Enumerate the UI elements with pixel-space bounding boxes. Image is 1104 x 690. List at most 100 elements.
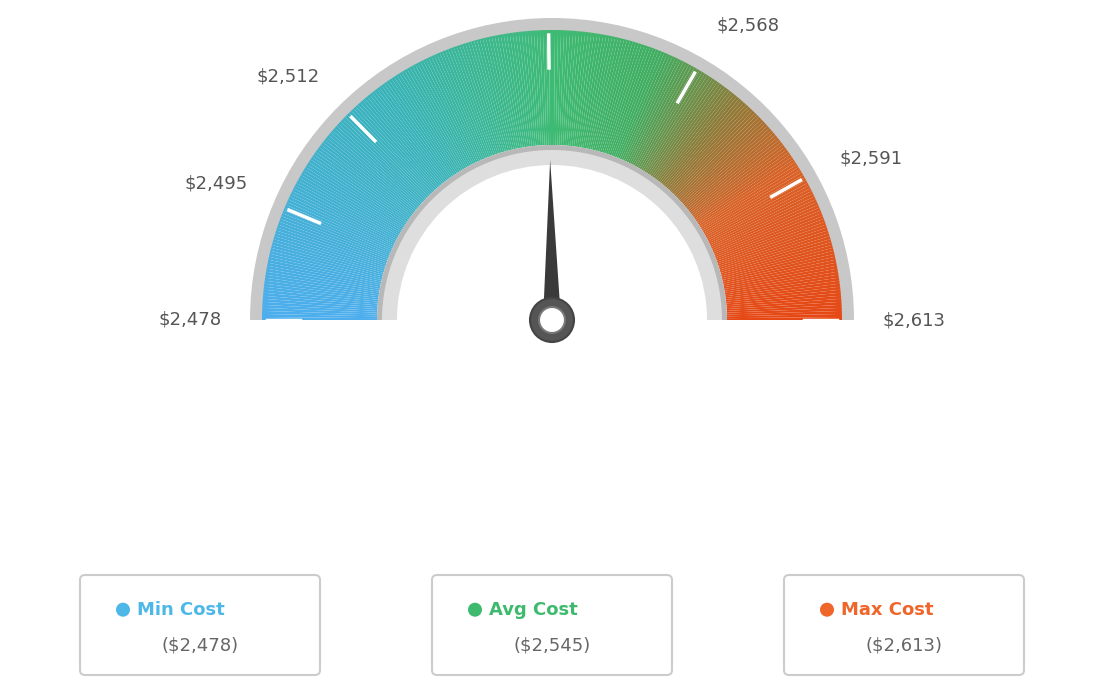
Wedge shape	[704, 177, 806, 236]
Wedge shape	[580, 34, 601, 148]
Wedge shape	[374, 89, 446, 181]
Wedge shape	[716, 219, 825, 261]
Wedge shape	[272, 245, 383, 277]
Wedge shape	[692, 147, 787, 217]
Wedge shape	[703, 175, 805, 234]
Wedge shape	[421, 60, 475, 164]
Wedge shape	[264, 284, 379, 300]
Wedge shape	[289, 194, 394, 246]
Wedge shape	[329, 132, 418, 208]
Text: $2,478: $2,478	[159, 311, 222, 329]
Wedge shape	[457, 45, 496, 155]
Wedge shape	[382, 150, 722, 320]
Wedge shape	[516, 32, 532, 146]
Wedge shape	[608, 45, 647, 155]
Wedge shape	[477, 39, 509, 151]
Wedge shape	[277, 225, 386, 264]
Wedge shape	[626, 57, 678, 162]
Wedge shape	[660, 92, 734, 184]
Wedge shape	[268, 257, 381, 284]
Wedge shape	[657, 87, 728, 181]
Wedge shape	[726, 299, 841, 309]
Wedge shape	[650, 80, 718, 177]
Wedge shape	[269, 254, 382, 282]
Wedge shape	[362, 99, 439, 188]
Wedge shape	[549, 30, 552, 145]
Wedge shape	[726, 314, 842, 318]
Wedge shape	[341, 119, 426, 200]
Wedge shape	[625, 57, 676, 161]
Wedge shape	[443, 50, 488, 158]
Wedge shape	[263, 296, 378, 307]
Text: Avg Cost: Avg Cost	[489, 601, 577, 619]
Wedge shape	[688, 137, 779, 211]
Wedge shape	[677, 117, 762, 199]
Wedge shape	[327, 135, 417, 210]
Wedge shape	[658, 89, 730, 181]
Wedge shape	[266, 268, 380, 290]
Text: $2,512: $2,512	[257, 68, 320, 86]
Wedge shape	[571, 32, 585, 146]
Wedge shape	[293, 188, 396, 242]
Wedge shape	[537, 30, 544, 145]
Wedge shape	[595, 39, 627, 151]
Wedge shape	[296, 180, 399, 237]
Wedge shape	[319, 145, 413, 216]
Wedge shape	[613, 48, 656, 157]
Wedge shape	[376, 145, 728, 320]
Wedge shape	[330, 130, 420, 207]
Wedge shape	[726, 296, 841, 307]
Wedge shape	[370, 92, 444, 184]
Wedge shape	[724, 268, 838, 290]
Wedge shape	[725, 277, 839, 296]
Wedge shape	[676, 115, 760, 197]
Wedge shape	[647, 77, 712, 175]
Wedge shape	[301, 172, 402, 233]
Wedge shape	[669, 104, 749, 191]
Wedge shape	[603, 42, 639, 153]
Wedge shape	[450, 47, 492, 156]
Wedge shape	[651, 82, 720, 177]
Text: $2,495: $2,495	[184, 175, 247, 193]
Wedge shape	[263, 290, 378, 304]
Wedge shape	[286, 202, 392, 250]
Wedge shape	[712, 205, 819, 252]
Wedge shape	[302, 170, 402, 231]
Wedge shape	[622, 54, 670, 160]
Wedge shape	[586, 36, 613, 149]
Wedge shape	[265, 277, 379, 296]
Wedge shape	[519, 32, 533, 146]
Wedge shape	[266, 266, 380, 289]
Text: $2,613: $2,613	[882, 311, 945, 329]
Wedge shape	[609, 46, 650, 155]
Wedge shape	[691, 145, 785, 216]
Wedge shape	[561, 30, 570, 146]
Wedge shape	[710, 194, 815, 246]
Wedge shape	[434, 54, 482, 160]
Wedge shape	[552, 30, 555, 145]
Wedge shape	[684, 130, 774, 207]
Wedge shape	[702, 170, 802, 231]
Wedge shape	[423, 59, 476, 164]
Wedge shape	[599, 41, 633, 152]
Wedge shape	[718, 225, 827, 264]
Wedge shape	[722, 254, 835, 282]
Wedge shape	[569, 31, 582, 146]
Wedge shape	[708, 188, 811, 242]
Wedge shape	[723, 263, 837, 287]
Wedge shape	[417, 61, 473, 165]
Circle shape	[539, 307, 565, 333]
Wedge shape	[721, 242, 832, 275]
Wedge shape	[606, 44, 645, 154]
Wedge shape	[723, 257, 836, 284]
Wedge shape	[512, 32, 530, 146]
Wedge shape	[678, 119, 763, 200]
Wedge shape	[581, 34, 604, 148]
Wedge shape	[312, 155, 408, 221]
Wedge shape	[306, 165, 404, 228]
Wedge shape	[566, 31, 580, 146]
Circle shape	[530, 298, 574, 342]
Wedge shape	[283, 210, 390, 255]
Wedge shape	[583, 34, 606, 148]
Wedge shape	[705, 180, 808, 237]
